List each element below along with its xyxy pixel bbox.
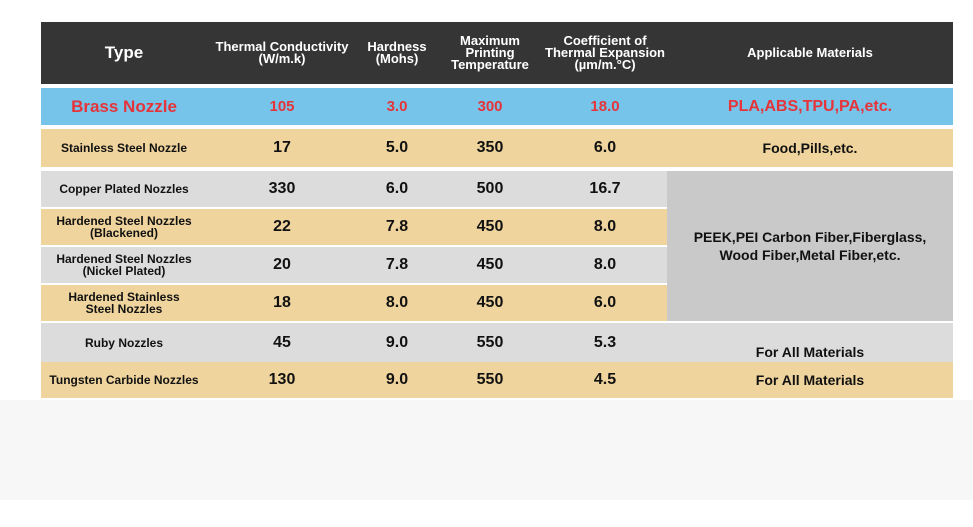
cell-type: Stainless Steel Nozzle <box>41 129 207 167</box>
cell-materials: For All Materials <box>667 362 953 398</box>
cell-materials: For All Materials <box>667 322 953 362</box>
cell-cte: 8.0 <box>543 208 667 247</box>
cell-hardness: 9.0 <box>357 322 437 362</box>
header-thermal-conductivity: Thermal Conductivity (W/m.k) <box>207 22 357 84</box>
cell-hardness: 9.0 <box>357 362 437 398</box>
cell-cte: 8.0 <box>543 246 667 285</box>
cell-cte: 4.5 <box>543 362 667 398</box>
cell-temp: 450 <box>437 284 543 323</box>
cell-type: Copper Plated Nozzles <box>41 171 207 209</box>
table-row: Hardened Steel Nozzles (Blackened) 22 7.8… <box>41 208 953 247</box>
cell-tc: 45 <box>207 322 357 362</box>
table-row: Brass Nozzle 105 3.0 300 18.0 PLA,ABS,TP… <box>41 88 953 125</box>
cell-materials: PLA,ABS,TPU,PA,etc. <box>667 88 953 125</box>
cell-cte: 5.3 <box>543 322 667 362</box>
table-row: Ruby Nozzles 45 9.0 550 5.3 For All Mate… <box>41 322 953 362</box>
cell-hardness: 6.0 <box>357 171 437 209</box>
cell-temp: 350 <box>437 129 543 167</box>
table-row: Tungsten Carbide Nozzles 130 9.0 550 4.5… <box>41 362 953 398</box>
cell-cte: 6.0 <box>543 284 667 323</box>
cell-hardness: 7.8 <box>357 208 437 247</box>
cell-temp: 300 <box>437 88 543 125</box>
cell-type: Ruby Nozzles <box>41 322 207 362</box>
cell-materials-merged: PEEK,PEI Carbon Fiber,Fiberglass, Wood Fi… <box>667 171 953 323</box>
cell-type: Hardened Steel Nozzles (Nickel Plated) <box>41 246 207 285</box>
cell-temp: 550 <box>437 322 543 362</box>
nozzle-comparison-table: Type Thermal Conductivity (W/m.k) Hardnes… <box>41 22 953 398</box>
cell-tc: 18 <box>207 284 357 323</box>
header-row: Type Thermal Conductivity (W/m.k) Hardnes… <box>41 22 953 84</box>
cell-type: Hardened Stainless Steel Nozzles <box>41 284 207 323</box>
table-row: Copper Plated Nozzles 330 6.0 500 16.7 P… <box>41 171 953 323</box>
cell-tc: 105 <box>207 88 357 125</box>
header-hardness: Hardness (Mohs) <box>357 22 437 84</box>
cell-cte: 6.0 <box>543 129 667 167</box>
header-max-temp: Maximum Printing Temperature <box>437 22 543 84</box>
cell-hardness: 5.0 <box>357 129 437 167</box>
cell-temp: 450 <box>437 208 543 247</box>
cell-temp: 550 <box>437 362 543 398</box>
cell-hardness: 3.0 <box>357 88 437 125</box>
cell-type: Hardened Steel Nozzles (Blackened) <box>41 208 207 247</box>
cell-type: Brass Nozzle <box>41 88 207 125</box>
table-row: Hardened Steel Nozzles (Nickel Plated) 20… <box>41 246 953 285</box>
cell-hardness: 8.0 <box>357 284 437 323</box>
cell-hardness: 7.8 <box>357 246 437 285</box>
cell-type: Tungsten Carbide Nozzles <box>41 362 207 398</box>
table-row: Hardened Stainless Steel Nozzles 18 8.0 4… <box>41 284 953 323</box>
cell-tc: 17 <box>207 129 357 167</box>
header-type: Type <box>41 22 207 84</box>
cell-cte: 16.7 <box>543 171 667 209</box>
cell-temp: 450 <box>437 246 543 285</box>
cell-tc: 330 <box>207 171 357 209</box>
cell-tc: 20 <box>207 246 357 285</box>
cell-cte: 18.0 <box>543 88 667 125</box>
cell-temp: 500 <box>437 171 543 209</box>
cell-tc: 130 <box>207 362 357 398</box>
table-row: Stainless Steel Nozzle 17 5.0 350 6.0 Fo… <box>41 129 953 167</box>
cell-tc: 22 <box>207 208 357 247</box>
header-cte: Coefficient of Thermal Expansion (µm/m.°C) <box>543 22 667 84</box>
header-materials: Applicable Materials <box>667 22 953 84</box>
lower-background <box>0 400 973 500</box>
cell-materials: Food,Pills,etc. <box>667 129 953 167</box>
